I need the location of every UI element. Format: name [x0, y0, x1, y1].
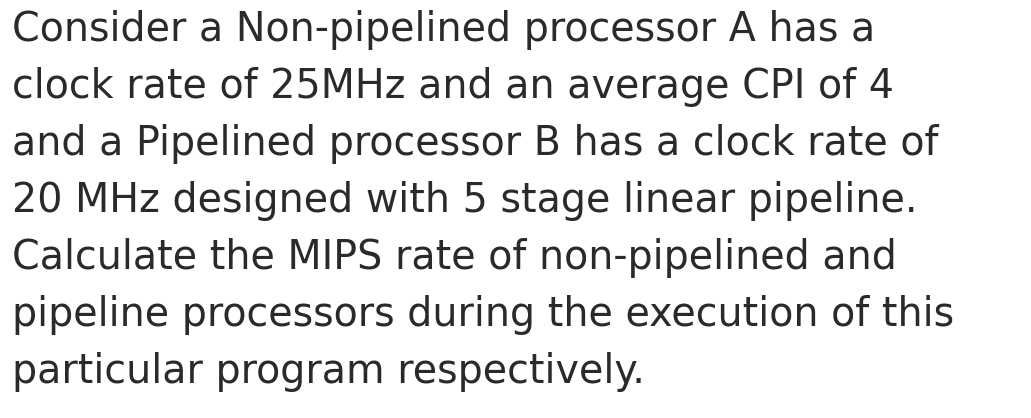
- Text: clock rate of 25MHz and an average CPI of 4: clock rate of 25MHz and an average CPI o…: [12, 67, 894, 107]
- Text: pipeline processors during the execution of this: pipeline processors during the execution…: [12, 295, 955, 335]
- Text: particular program respectively.: particular program respectively.: [12, 352, 645, 392]
- Text: and a Pipelined processor B has a clock rate of: and a Pipelined processor B has a clock …: [12, 124, 939, 164]
- Text: Consider a Non-pipelined processor A has a: Consider a Non-pipelined processor A has…: [12, 10, 875, 51]
- Text: Calculate the MIPS rate of non-pipelined and: Calculate the MIPS rate of non-pipelined…: [12, 238, 897, 278]
- Text: 20 MHz designed with 5 stage linear pipeline.: 20 MHz designed with 5 stage linear pipe…: [12, 181, 918, 221]
